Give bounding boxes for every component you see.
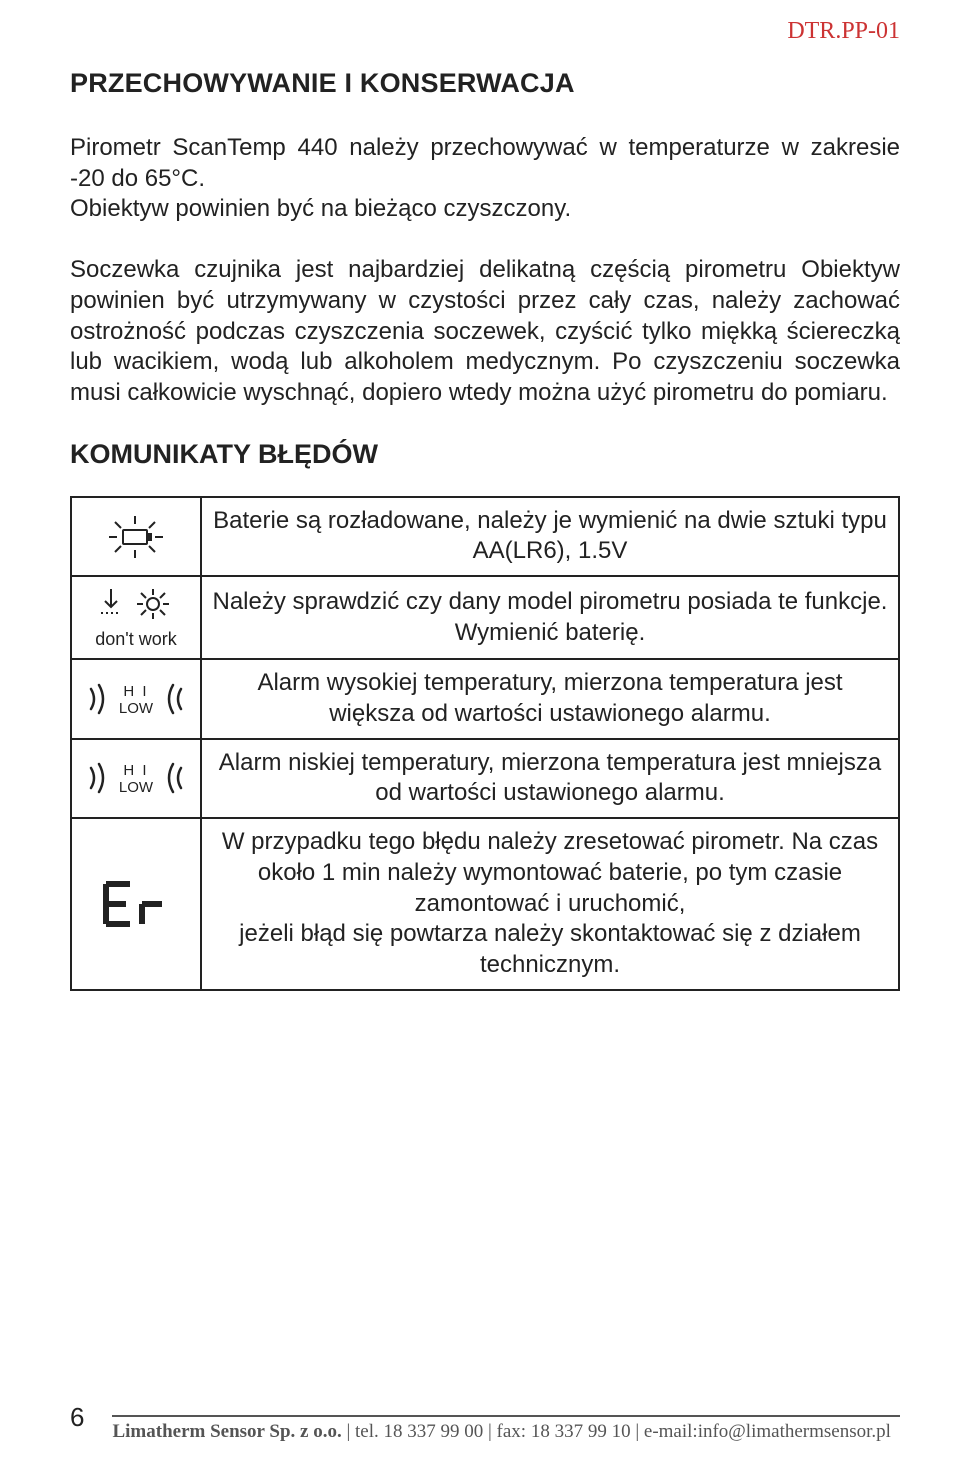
table-row: don't work Należy sprawdzić czy dany mod… (71, 576, 899, 659)
icon-cell-alarm-low: H I LOW (71, 739, 201, 818)
section-title-storage: PRZECHOWYWANIE I KONSERWACJA (70, 68, 900, 99)
svg-text:LOW: LOW (119, 700, 154, 717)
icon-cell-alarm-hi: H I LOW (71, 659, 201, 738)
battery-blink-icon (76, 512, 196, 560)
svg-text:H I: H I (123, 683, 148, 700)
error-text: Alarm niskiej temperatury, mierzona temp… (201, 739, 899, 818)
error-text: W przypadku tego błędu należy zresetować… (201, 818, 899, 990)
section-title-errors: KOMUNIKATY BŁĘDÓW (70, 439, 900, 470)
err-code-icon (76, 876, 196, 932)
paragraph1-text: Pirometr ScanTemp 440 należy przechowywa… (70, 134, 900, 192)
footer-company: Limatherm Sensor Sp. z o.o. (112, 1421, 341, 1442)
icon-cell-dontwork: don't work (71, 576, 201, 659)
icon-cell-err (71, 818, 201, 990)
table-row: W przypadku tego błędu należy zresetować… (71, 818, 899, 990)
alarm-hi-icon: H I LOW (76, 675, 196, 723)
table-row: H I LOW Alarm wysokiej temperatury, mier… (71, 659, 899, 738)
footer-text: Limatherm Sensor Sp. z o.o. | tel. 18 33… (112, 1415, 900, 1443)
dont-work-label: don't work (95, 629, 176, 650)
error-text: Baterie są rozładowane, należy je wymien… (201, 497, 899, 576)
paragraph-storage-range: Pirometr ScanTemp 440 należy przechowywa… (70, 133, 900, 225)
table-row: H I LOW Alarm niskiej temperatury, mierz… (71, 739, 899, 818)
paragraph2-text: Obiektyw powinien być na bieżąco czyszcz… (70, 195, 571, 222)
paragraph-lens-care: Soczewka czujnika jest najbardziej delik… (70, 255, 900, 409)
icon-cell-battery (71, 497, 201, 576)
svg-text:LOW: LOW (119, 779, 154, 796)
footer-contact: | tel. 18 337 99 00 | fax: 18 337 99 10 … (342, 1421, 891, 1442)
svg-text:H I: H I (123, 762, 148, 779)
table-row: Baterie są rozładowane, należy je wymien… (71, 497, 899, 576)
page-number: 6 (70, 1402, 84, 1433)
document-code: DTR.PP-01 (787, 18, 900, 45)
laser-light-icon: don't work (76, 585, 196, 650)
error-table: Baterie są rozładowane, należy je wymien… (70, 496, 900, 991)
error-text: Należy sprawdzić czy dany model pirometr… (201, 576, 899, 659)
page-footer: 6 Limatherm Sensor Sp. z o.o. | tel. 18 … (0, 1412, 960, 1443)
page-container: DTR.PP-01 PRZECHOWYWANIE I KONSERWACJA P… (0, 0, 960, 1473)
error-text: Alarm wysokiej temperatury, mierzona tem… (201, 659, 899, 738)
alarm-low-icon: H I LOW (76, 754, 196, 802)
